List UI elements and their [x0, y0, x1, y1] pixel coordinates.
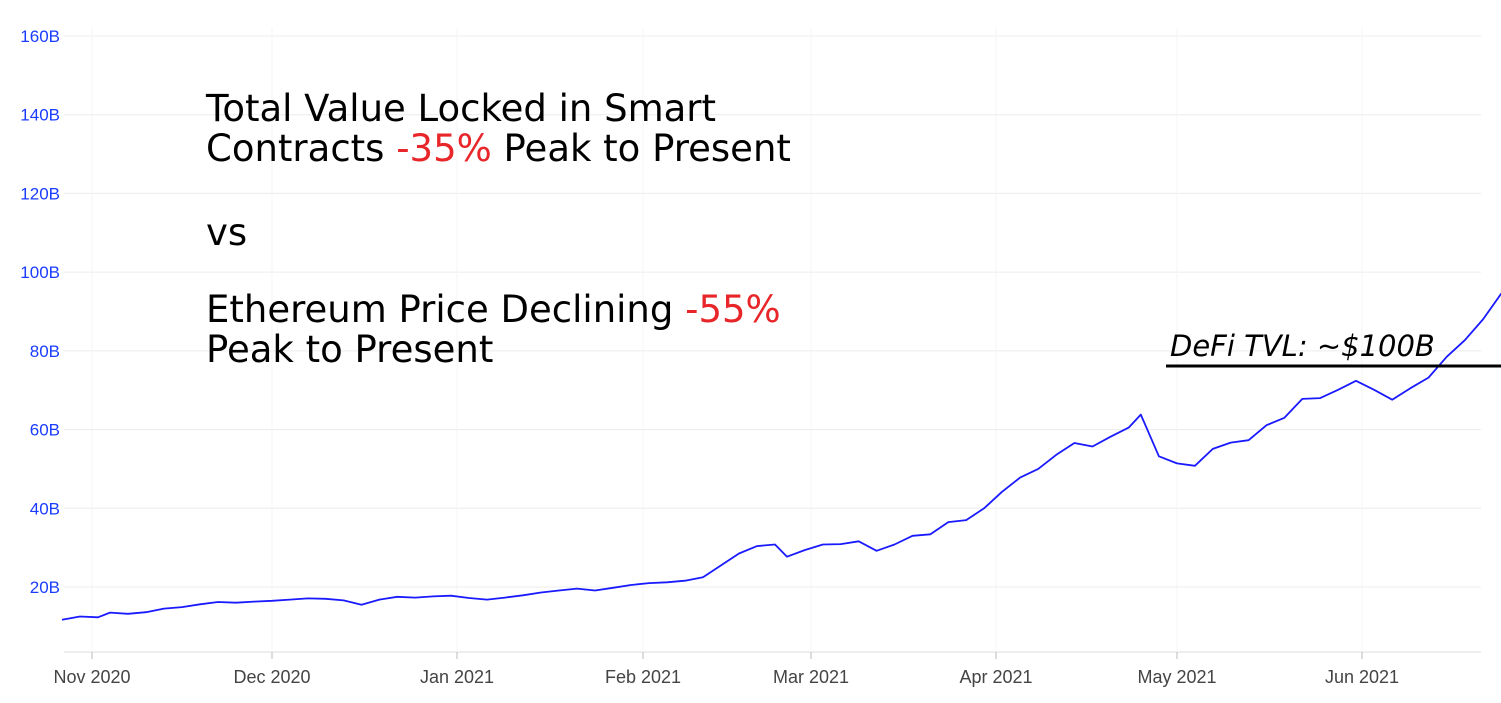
headline-tvl: Total Value Locked in Smart Contracts -3…	[206, 89, 791, 169]
headline-tvl-percent: -35%	[396, 127, 492, 170]
headline-tvl-line2-tail: Peak to Present	[491, 127, 791, 170]
headline-tvl-line1: Total Value Locked in Smart	[206, 87, 717, 130]
headline-eth-percent: -55%	[685, 288, 781, 331]
y-tick-label: 60B	[30, 421, 60, 440]
x-tick-label: Apr 2021	[959, 667, 1032, 687]
x-tick-label: Mar 2021	[773, 667, 849, 687]
x-tick-label: Dec 2020	[233, 667, 310, 687]
x-tick-label: Jun 2021	[1325, 667, 1399, 687]
tvl-annotation-label: DeFi TVL: ~$100B	[1170, 329, 1435, 363]
x-tick-label: Jan 2021	[420, 667, 494, 687]
y-tick-label: 20B	[30, 578, 60, 597]
y-tick-label: 80B	[30, 342, 60, 361]
x-tick-label: May 2021	[1137, 667, 1216, 687]
x-tick-label: Feb 2021	[605, 667, 681, 687]
headline-eth-line1-lead: Ethereum Price Declining	[206, 288, 686, 331]
headline-eth: Ethereum Price Declining -55% Peak to Pr…	[206, 290, 781, 370]
headline-tvl-line2-lead: Contracts	[206, 127, 397, 170]
y-tick-label: 100B	[20, 263, 60, 282]
tvl-series-line	[61, 292, 1501, 621]
headline-eth-line2: Peak to Present	[206, 328, 494, 371]
y-tick-label: 120B	[20, 184, 60, 203]
y-tick-label: 140B	[20, 106, 60, 125]
x-tick-label: Nov 2020	[53, 667, 130, 687]
y-tick-label: 160B	[20, 27, 60, 46]
y-tick-label: 40B	[30, 499, 60, 518]
headline-vs: vs	[206, 211, 248, 254]
